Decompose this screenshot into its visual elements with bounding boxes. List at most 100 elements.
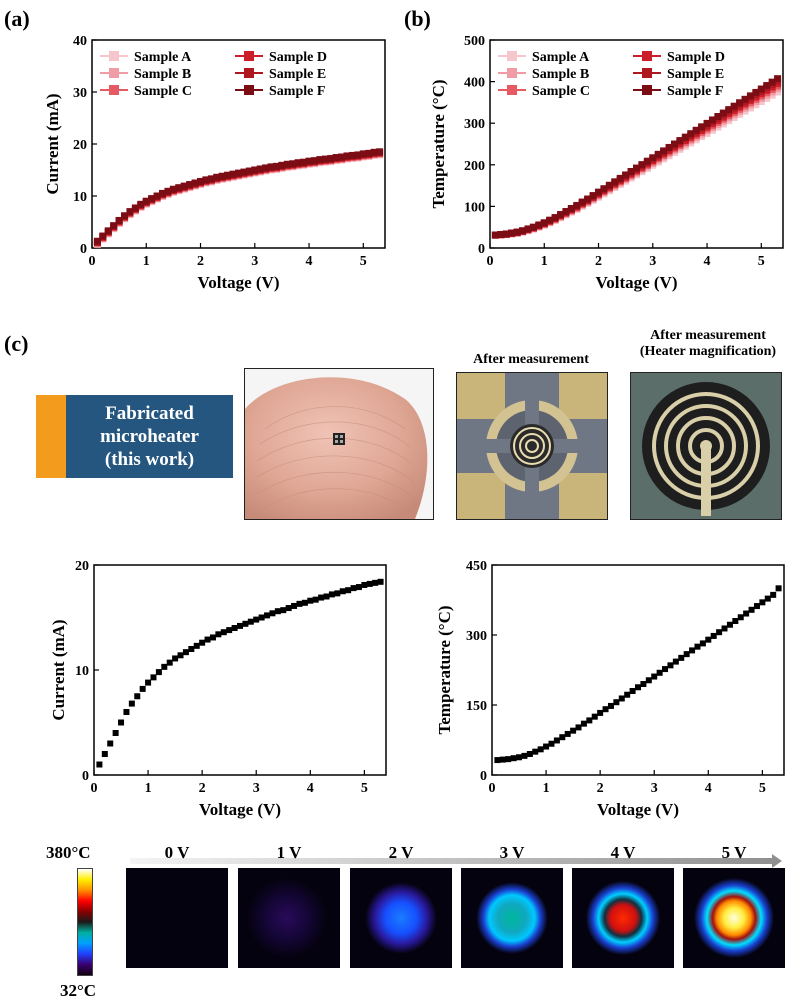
legend-marker — [109, 68, 119, 78]
data-point — [737, 614, 744, 621]
x-tick-label: 5 — [758, 254, 765, 269]
data-point — [557, 211, 565, 219]
x-tick-label: 0 — [489, 781, 496, 796]
thermal-frame-image — [461, 868, 563, 968]
data-point — [321, 155, 329, 163]
data-point — [339, 588, 346, 595]
legend-label: Sample B — [532, 67, 589, 82]
x-tick-label: 3 — [253, 781, 260, 796]
data-point — [710, 632, 717, 639]
data-point — [748, 606, 755, 613]
y-axis-label: Current (mA) — [49, 619, 68, 720]
x-tick-label: 2 — [197, 254, 204, 269]
data-point — [678, 654, 685, 661]
x-tick-label: 0 — [487, 254, 494, 269]
thermal-frame-image — [683, 868, 785, 968]
data-point — [204, 636, 211, 643]
after-mag-title: After measurement (Heater magnification) — [618, 328, 798, 360]
data-point — [107, 740, 114, 747]
legend-marker — [507, 68, 517, 78]
x-tick-label: 5 — [361, 781, 368, 796]
data-point — [732, 618, 739, 624]
data-point — [676, 137, 684, 145]
data-point — [586, 717, 593, 724]
legend-label: Sample C — [532, 84, 590, 99]
x-tick-label: 4 — [307, 781, 314, 796]
data-point — [354, 151, 362, 159]
data-point — [624, 691, 631, 698]
legend-marker — [109, 51, 119, 61]
plot-frame — [489, 39, 784, 249]
data-point — [584, 195, 592, 203]
data-point — [602, 706, 609, 713]
data-point — [605, 181, 613, 189]
data-point — [764, 595, 771, 602]
data-point — [164, 187, 172, 195]
heater-magnification-image — [631, 373, 781, 519]
voltage-arrow-head — [772, 854, 782, 868]
series-3 — [93, 150, 384, 247]
legend-label: Sample E — [667, 67, 724, 82]
data-point — [519, 227, 527, 235]
data-point — [595, 188, 603, 196]
y-tick-label: 150 — [466, 699, 487, 714]
data-point — [372, 579, 379, 586]
x-axis-label: Voltage (V) — [199, 800, 281, 819]
data-point — [240, 168, 248, 176]
data-point — [627, 168, 635, 176]
data-point — [689, 647, 696, 654]
data-point — [267, 163, 275, 171]
data-point — [155, 669, 162, 676]
x-tick-label: 4 — [306, 254, 313, 269]
data-point — [645, 677, 652, 684]
data-point — [224, 171, 232, 179]
x-axis-label: Voltage (V) — [596, 273, 678, 292]
legend-marker — [109, 85, 119, 95]
legend-label: Sample E — [269, 67, 326, 82]
data-point — [548, 740, 555, 747]
after-measurement-photo — [456, 372, 608, 520]
series-1 — [494, 585, 782, 764]
data-point — [694, 643, 701, 650]
data-point — [245, 167, 253, 175]
data-point — [705, 636, 712, 643]
data-point — [510, 755, 517, 762]
chart-b: 0 1 2 3 4 5 0 100 200 300 400 500 Voltage (V) Tempera… — [429, 34, 784, 292]
legend-label: Sample F — [269, 84, 325, 99]
data-point — [310, 157, 318, 165]
legend: Sample A Sample B Sample C Sample D Sample E… — [498, 50, 725, 99]
x-axis-label: Voltage (V) — [198, 273, 280, 292]
data-point — [651, 673, 658, 680]
heater-magnification-photo — [630, 372, 782, 520]
data-point — [502, 230, 510, 238]
data-point — [278, 161, 286, 169]
data-point — [616, 174, 624, 182]
data-point — [683, 651, 690, 658]
y-tick-label: 10 — [75, 664, 89, 679]
legend-marker — [244, 85, 254, 95]
data-point — [524, 225, 532, 233]
data-point — [229, 170, 237, 178]
data-point — [226, 627, 233, 634]
finger-photo — [244, 368, 434, 520]
data-point — [516, 754, 523, 761]
data-point — [296, 600, 303, 607]
data-point — [294, 159, 302, 167]
fab-line-2: microheater — [100, 426, 199, 447]
after-mag-title-line1: After measurement — [650, 328, 766, 343]
data-point — [161, 663, 168, 670]
data-point — [537, 746, 544, 753]
y-tick-label: 10 — [73, 190, 87, 205]
data-point — [305, 157, 313, 165]
data-point — [283, 160, 291, 168]
data-point — [182, 649, 189, 656]
data-point — [638, 161, 646, 169]
data-point — [600, 185, 608, 193]
data-point — [169, 185, 177, 193]
data-point — [101, 751, 108, 757]
finger-photo-image — [245, 369, 433, 519]
data-point — [93, 237, 101, 245]
data-point — [159, 189, 167, 197]
data-point — [607, 702, 614, 709]
thermal-scale-max: 380°C — [46, 843, 91, 862]
